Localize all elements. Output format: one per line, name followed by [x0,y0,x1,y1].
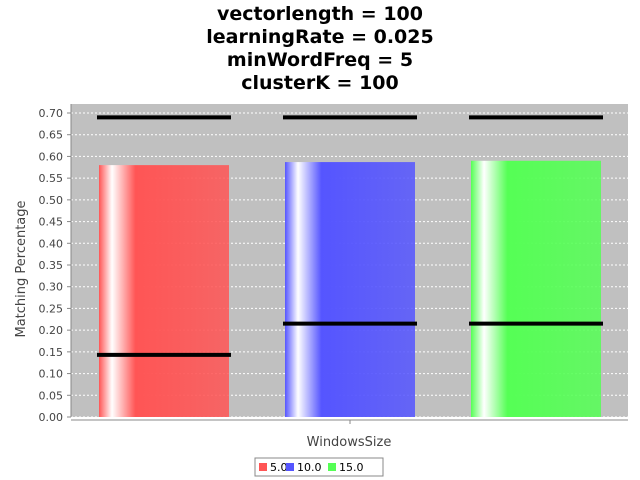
title-line-1: vectorlength = 100 [217,3,423,25]
legend-label-15.0: 15.0 [339,461,364,474]
y-tick-label: 0.35 [39,259,64,272]
bar-5.0 [99,165,229,417]
x-axis-label: WindowsSize [307,435,392,450]
legend-swatch-10.0 [286,463,294,471]
y-axis: 0.00 0.05 0.10 0.15 0.20 0.25 0.30 0.35 0.40 0.45… [39,104,72,424]
y-tick-label: 0.20 [39,324,64,337]
y-tick-label: 0.05 [39,389,64,402]
bar-15.0 [471,160,601,417]
y-tick-label: 0.65 [39,129,64,142]
legend-label-5.0: 5.0 [270,461,288,474]
x-axis [71,419,628,424]
title-line-2: learningRate = 0.025 [206,26,433,48]
chart-title: vectorlength = 100 learningRate = 0.025 … [206,3,433,94]
y-tick-label: 0.00 [39,411,64,424]
y-tick-label: 0.45 [39,216,64,229]
y-tick-label: 0.50 [39,194,64,207]
y-tick-label: 0.30 [39,281,64,294]
y-tick-label: 0.60 [39,150,64,163]
y-tick-label: 0.10 [39,368,64,381]
y-tick-label: 0.25 [39,302,64,315]
bars [99,160,601,417]
title-line-4: clusterK = 100 [241,72,398,94]
bar-10.0 [285,162,415,417]
y-tick-label: 0.40 [39,237,64,250]
legend: 5.0 10.0 15.0 [254,457,384,477]
legend-swatch-15.0 [328,463,336,471]
y-tick-label: 0.15 [39,346,64,359]
title-line-3: minWordFreq = 5 [227,49,413,71]
range-markers [97,115,603,357]
legend-label-10.0: 10.0 [297,461,322,474]
y-tick-label: 0.55 [39,172,64,185]
y-tick-label: 0.70 [39,107,64,120]
y-axis-label: Matching Percentage [14,200,29,337]
legend-box [254,457,384,477]
legend-swatch-5.0 [259,463,267,471]
